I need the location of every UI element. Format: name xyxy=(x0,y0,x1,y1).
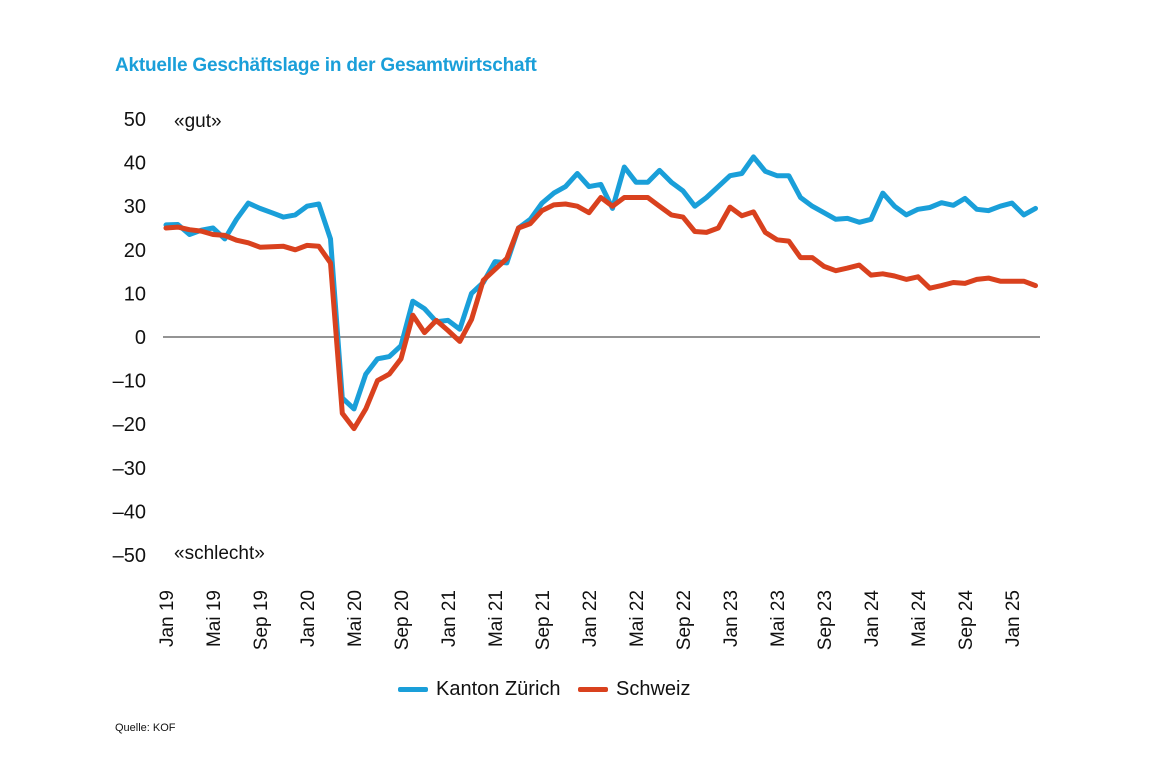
y-tick-label: 20 xyxy=(124,240,146,262)
source-note: Quelle: KOF xyxy=(115,722,176,734)
y-tick-label: –50 xyxy=(113,545,146,567)
series-line-kanton-zuerich xyxy=(163,154,1038,412)
series-line-schweiz xyxy=(163,195,1038,432)
y-tick-label: –10 xyxy=(113,371,146,393)
x-tick-label: Jan 20 xyxy=(298,590,319,647)
y-tick-label: 30 xyxy=(124,196,146,218)
y-tick-label: –40 xyxy=(113,501,146,523)
y-tick-label: –20 xyxy=(113,414,146,436)
x-tick-label: Jan 21 xyxy=(439,590,460,647)
x-tick-label: Mai 22 xyxy=(627,590,648,647)
x-tick-label: Mai 19 xyxy=(204,590,225,647)
y-tick-label: 40 xyxy=(124,153,146,175)
x-tick-label: Mai 21 xyxy=(486,590,507,647)
x-tick-label: Sep 21 xyxy=(533,590,554,650)
x-tick-label: Jan 23 xyxy=(721,590,742,647)
x-tick-label: Mai 23 xyxy=(768,590,789,647)
x-tick-label: Jan 25 xyxy=(1003,590,1024,647)
legend-swatch-kanton-zuerich xyxy=(398,687,428,692)
x-tick-label: Sep 24 xyxy=(956,590,977,651)
x-tick-label: Mai 24 xyxy=(909,590,930,647)
y-tick-label: 50 xyxy=(124,109,146,131)
annotation-gut: «gut» xyxy=(174,111,222,132)
legend-item-kanton-zuerich: Kanton Zürich xyxy=(398,678,561,701)
x-tick-label: Sep 22 xyxy=(674,590,695,650)
x-tick-label: Sep 20 xyxy=(392,590,413,650)
x-tick-label: Sep 23 xyxy=(815,590,836,650)
x-tick-label: Jan 22 xyxy=(580,590,601,647)
legend-swatch-schweiz xyxy=(578,687,608,692)
y-tick-label: 10 xyxy=(124,283,146,305)
y-tick-label: 0 xyxy=(135,327,146,349)
legend-label-kanton-zuerich: Kanton Zürich xyxy=(436,678,561,700)
legend-label-schweiz: Schweiz xyxy=(616,678,691,700)
legend-item-schweiz: Schweiz xyxy=(578,678,690,701)
x-tick-label: Sep 19 xyxy=(251,590,272,650)
x-tick-label: Mai 20 xyxy=(345,590,366,647)
y-tick-label: –30 xyxy=(113,458,146,480)
x-tick-label: Jan 24 xyxy=(862,590,883,647)
chart-title: Aktuelle Geschäftslage in der Gesamtwirt… xyxy=(115,55,537,76)
x-tick-label: Jan 19 xyxy=(157,590,178,647)
annotation-schlecht: «schlecht» xyxy=(174,543,265,564)
